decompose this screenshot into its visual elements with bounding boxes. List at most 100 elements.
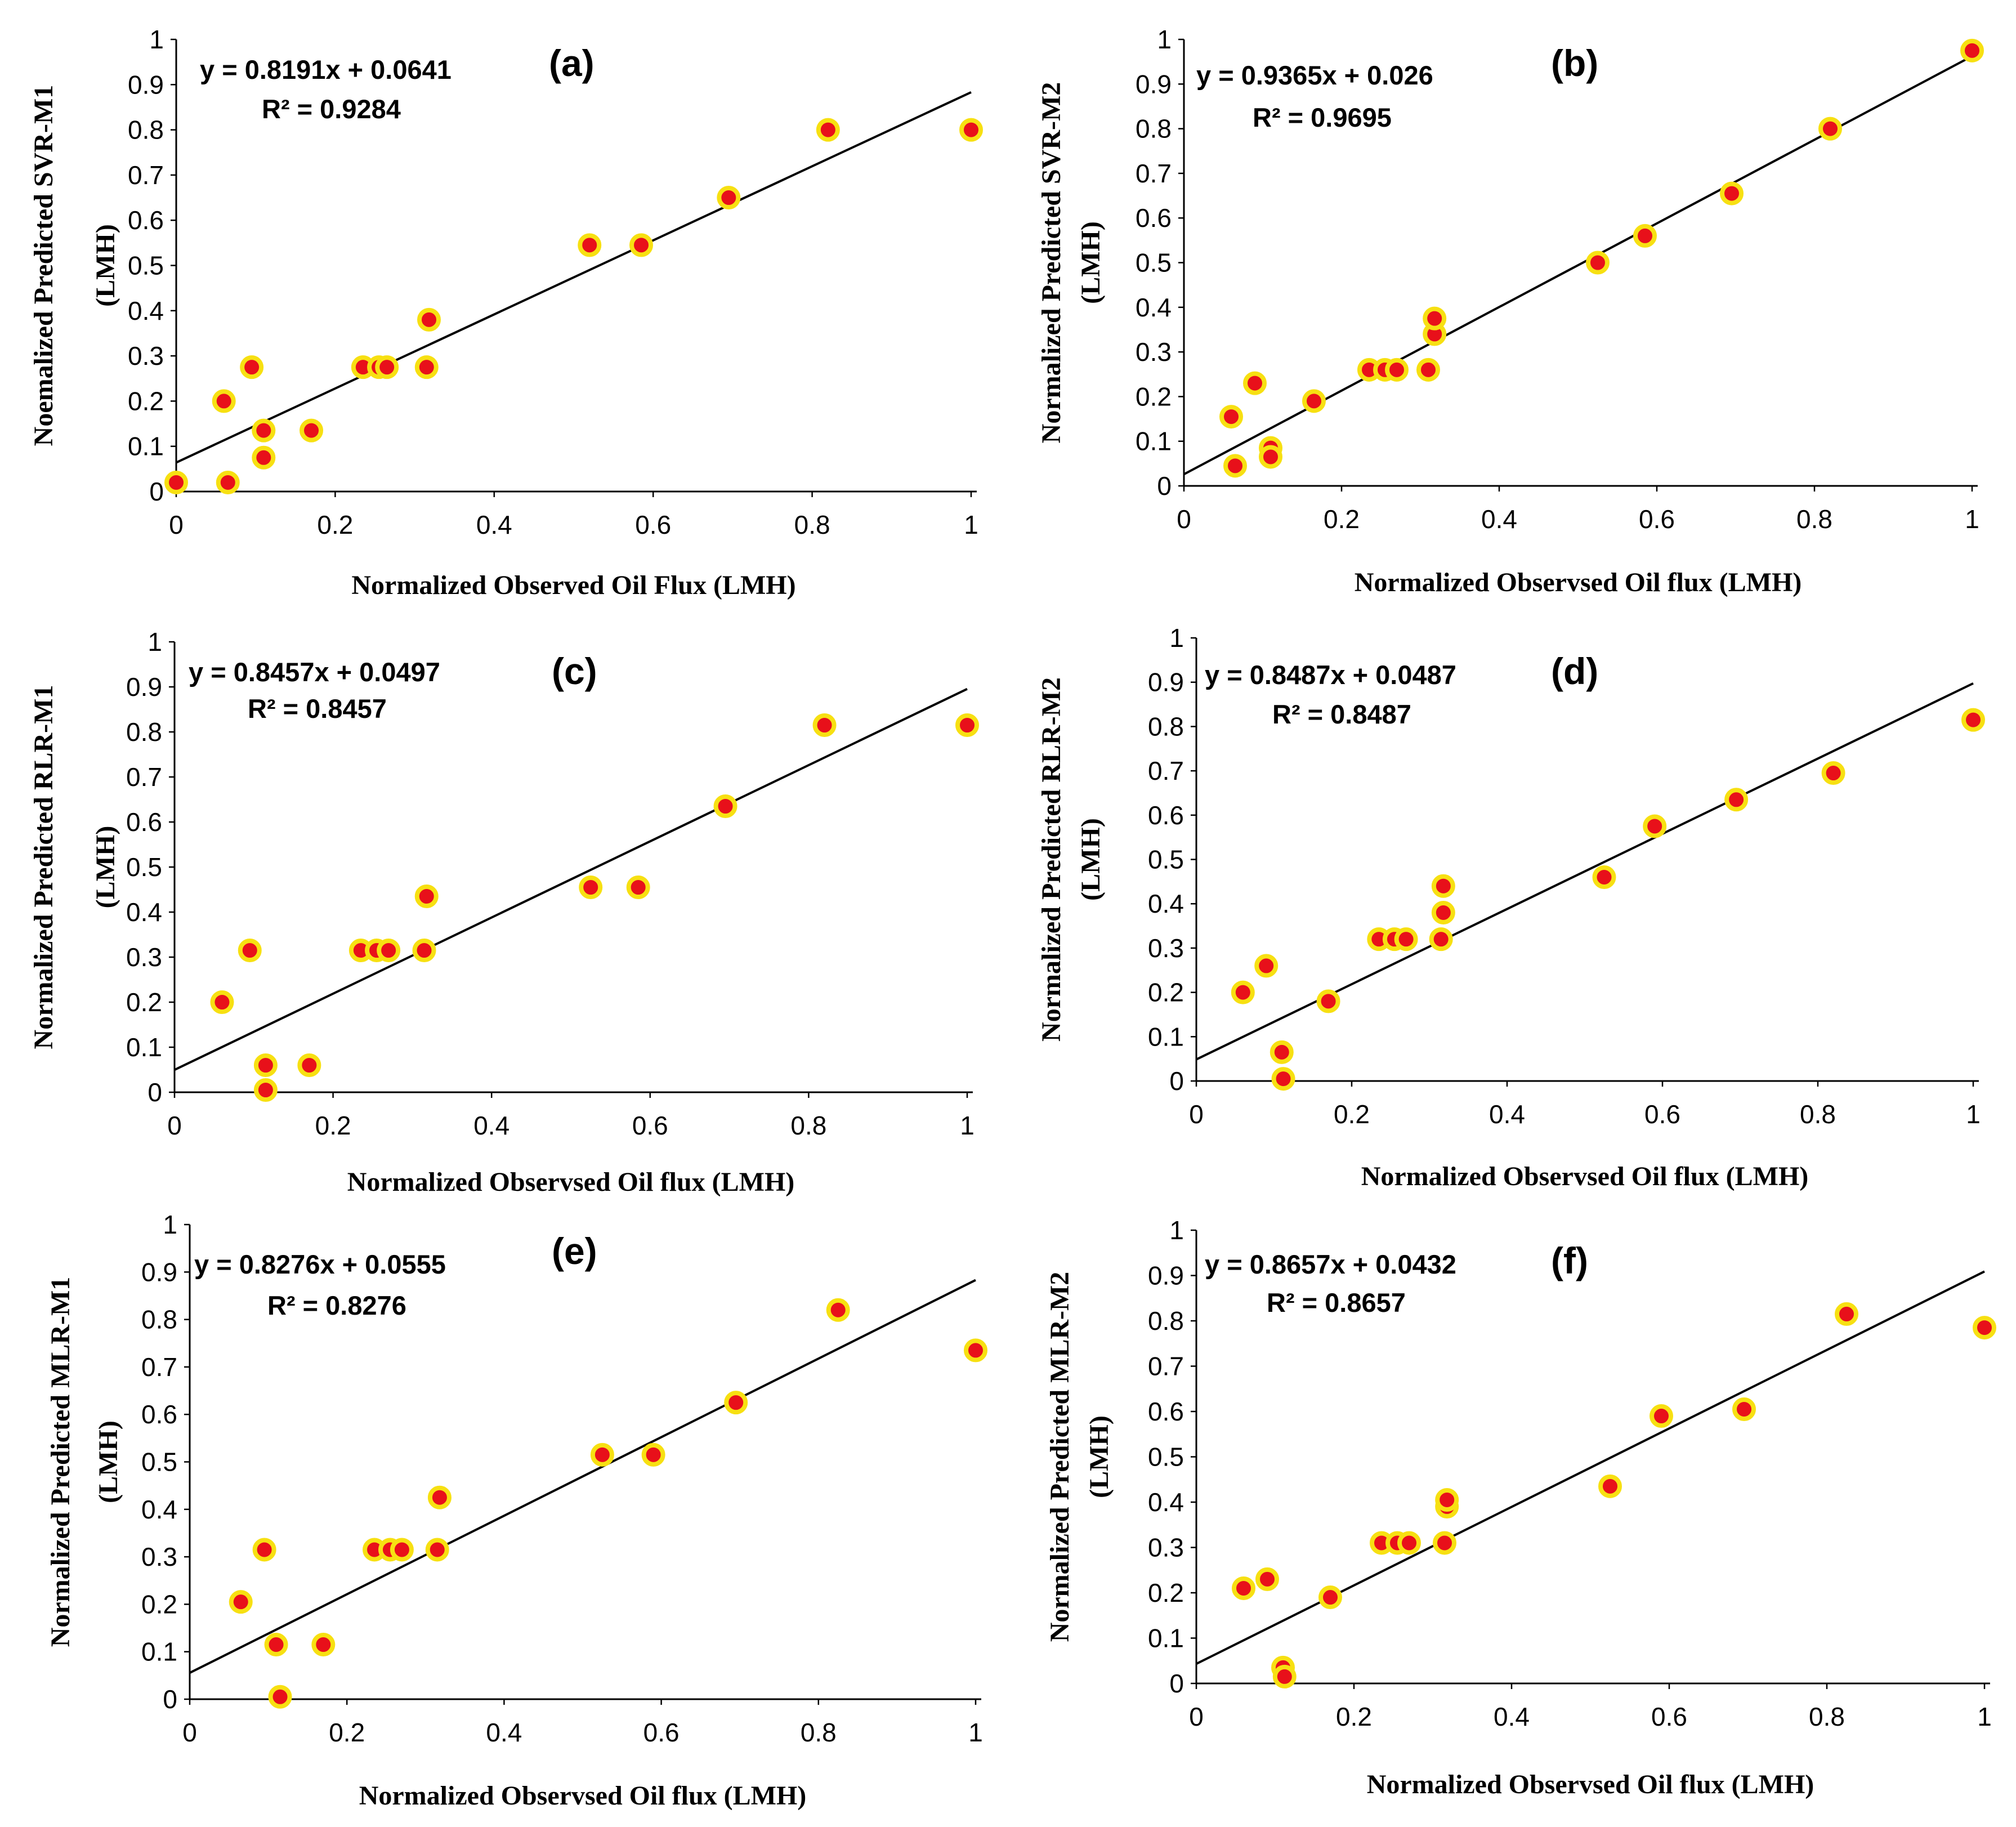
data-point — [590, 1442, 614, 1467]
y-tick-label: 0 — [1169, 1669, 1184, 1698]
data-point — [1821, 761, 1845, 785]
y-tick-label: 0 — [1157, 471, 1172, 501]
x-tick-label: 0.4 — [476, 510, 512, 539]
panel-label: (a) — [549, 42, 594, 84]
y-tick-label: 0.7 — [141, 1352, 177, 1382]
x-tick-label: 0 — [169, 510, 184, 539]
y-tick-label: 0.6 — [1136, 203, 1172, 233]
panel-c: 0 0.1 0.2 0.3 0.4 0.5 0.6 0.7 0.8 0.9 1 0 0.2 0.4 0.6 0… — [29, 627, 979, 1197]
data-point — [1650, 1404, 1673, 1428]
y-axis-title-unit: (LMH) — [91, 224, 120, 307]
y-tick-label: 0.6 — [128, 206, 164, 235]
y-tick-label: 0.3 — [1148, 933, 1184, 963]
y-tick-label: 0 — [149, 477, 164, 506]
x-tick-label: 0.8 — [1800, 1100, 1836, 1129]
data-point — [626, 875, 650, 899]
trend-line — [1196, 682, 1974, 1061]
x-tick-label: 0.2 — [329, 1718, 365, 1747]
data-point — [629, 233, 654, 257]
y-tick-label: 1 — [163, 1210, 177, 1239]
data-point — [1592, 865, 1616, 889]
data-point — [297, 1053, 321, 1077]
y-tick-label: 0.1 — [1148, 1022, 1184, 1051]
panel-label: (c) — [552, 650, 597, 692]
x-tick-label: 1 — [1977, 1702, 1992, 1731]
y-tick-label: 0.5 — [1136, 248, 1172, 278]
regression-equation: y = 0.8191x + 0.0641 — [200, 55, 452, 84]
data-point — [210, 990, 234, 1014]
y-tick-label: 0.6 — [1148, 801, 1184, 830]
y-tick-label: 0.1 — [1148, 1624, 1184, 1653]
data-point — [1271, 1067, 1295, 1091]
y-tick-label: 0.2 — [126, 988, 162, 1017]
data-point — [216, 470, 240, 494]
data-point — [1435, 1487, 1459, 1512]
data-point — [1724, 788, 1749, 812]
y-tick-label: 0.9 — [1136, 69, 1172, 99]
x-tick-label: 0.2 — [317, 510, 353, 539]
y-tick-label: 0.9 — [1148, 668, 1184, 697]
x-axis-title: Normalized Observsed Oil flux (LMH) — [1355, 568, 1802, 597]
x-tick-label: 1 — [1965, 504, 1979, 534]
data-point — [412, 939, 436, 962]
y-tick-label: 0.3 — [126, 942, 162, 972]
data-point — [1254, 954, 1279, 978]
x-tick-label: 1 — [960, 1111, 975, 1140]
y-axis-title: Normalized Predicted MLR-M1 — [46, 1277, 75, 1647]
y-tick-label: 0.5 — [1148, 845, 1184, 874]
y-tick-label: 0.7 — [1148, 1352, 1184, 1381]
x-axis-title: Normalized Observsed Oil flux (LMH) — [1367, 1770, 1814, 1799]
data-point — [1232, 1576, 1255, 1600]
y-tick-label: 0.1 — [126, 1033, 162, 1062]
x-tick-label: 0.6 — [1639, 504, 1675, 534]
regression-equation: y = 0.8276x + 0.0555 — [194, 1249, 446, 1279]
y-axis-title-unit: (LMH) — [91, 826, 120, 909]
y-tick-label: 0.2 — [1148, 978, 1184, 1007]
y-tick-label: 0.8 — [1148, 1306, 1184, 1335]
data-point — [959, 118, 983, 142]
y-axis-title-unit: (LMH) — [1084, 1415, 1114, 1498]
data-point — [1961, 708, 1985, 732]
data-point — [212, 389, 236, 413]
panel-b: 0 0.1 0.2 0.3 0.4 0.5 0.6 0.7 0.8 0.9 1 0 0.2 0.4 0.6 0… — [1036, 25, 1984, 597]
y-tick-label: 0.4 — [141, 1495, 177, 1524]
data-point — [1255, 1567, 1279, 1591]
data-point — [390, 1538, 414, 1562]
data-point — [1431, 900, 1455, 924]
y-axis-title-unit: (LMH) — [1076, 221, 1106, 304]
data-point — [1270, 1040, 1294, 1064]
data-point — [812, 713, 837, 737]
y-tick-label: 1 — [1169, 623, 1184, 653]
x-tick-label: 0.6 — [1644, 1100, 1680, 1129]
trend-line — [1196, 1270, 1985, 1665]
data-point — [268, 1685, 292, 1709]
panel-f: 0 0.1 0.2 0.3 0.4 0.5 0.6 0.7 0.8 0.9 1 0 0.2 0.4 0.6 0… — [1045, 1216, 1996, 1799]
data-point — [641, 1442, 665, 1467]
x-tick-label: 0.2 — [1336, 1702, 1372, 1731]
data-point — [1272, 1664, 1297, 1688]
data-point — [252, 445, 276, 470]
data-point — [240, 355, 264, 379]
data-point — [264, 1633, 288, 1657]
data-point — [1818, 117, 1842, 141]
y-tick-label: 0.4 — [1148, 889, 1184, 918]
x-tick-label: 0.6 — [1651, 1702, 1687, 1731]
x-tick-label: 0.4 — [473, 1111, 509, 1140]
regression-equation: y = 0.8457x + 0.0497 — [189, 657, 440, 687]
y-axis-title: Normalized Predicted RLR-M1 — [29, 685, 59, 1049]
r-squared: R² = 0.8276 — [267, 1290, 406, 1320]
y-tick-label: 0.3 — [141, 1542, 177, 1571]
x-tick-label: 0.8 — [794, 510, 830, 539]
data-point — [1416, 358, 1440, 382]
x-tick-label: 1 — [964, 510, 978, 539]
data-point — [1720, 181, 1744, 206]
data-point — [1231, 980, 1255, 1004]
panel-e: 0 0.1 0.2 0.3 0.4 0.5 0.6 0.7 0.8 0.9 1 0 0.2 0.4 0.6 0… — [46, 1210, 987, 1811]
y-tick-label: 0 — [1169, 1066, 1184, 1096]
x-tick-label: 0.2 — [315, 1111, 351, 1140]
y-tick-label: 0.3 — [1148, 1533, 1184, 1562]
y-tick-label: 0.4 — [126, 897, 162, 927]
y-tick-label: 0.7 — [128, 160, 164, 190]
data-point — [425, 1538, 449, 1562]
